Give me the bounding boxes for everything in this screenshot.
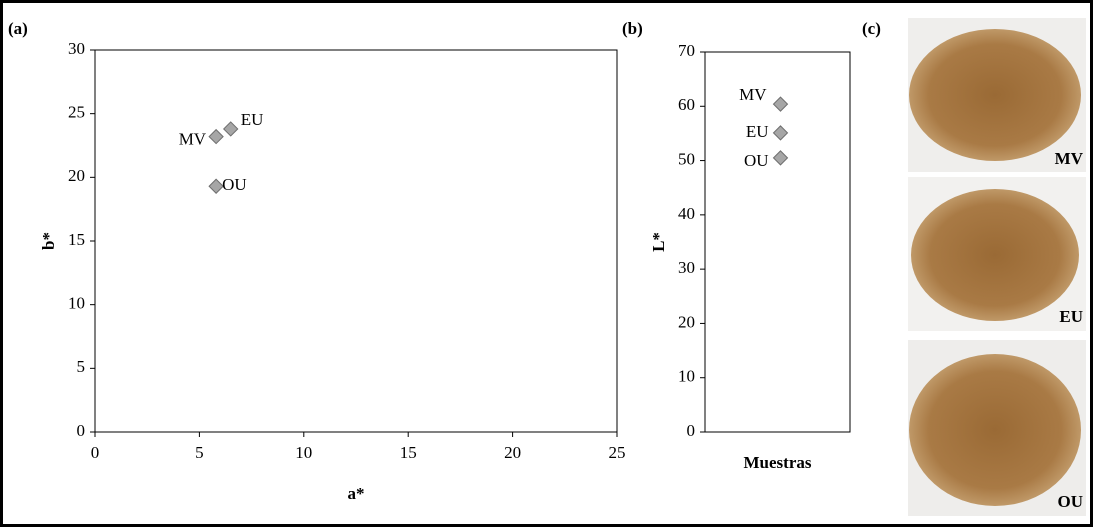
x-tick-label: 25 [609, 443, 626, 462]
soil-pile [909, 29, 1081, 161]
soil-pile [911, 189, 1079, 321]
y-tick-label: 10 [678, 367, 695, 386]
y-tick-label: 70 [678, 41, 695, 60]
point-label: OU [744, 151, 769, 170]
point-label: OU [222, 175, 247, 194]
y-tick-label: 10 [68, 294, 85, 313]
point-label: MV [739, 85, 767, 104]
y-tick-label: 30 [678, 258, 695, 277]
y-tick-label: 30 [68, 39, 85, 58]
y-tick-label: 5 [77, 357, 86, 376]
y-tick-label: 0 [77, 421, 86, 440]
soil-pile [909, 354, 1081, 506]
point-label: MV [179, 129, 207, 148]
x-tick-label: 0 [91, 443, 100, 462]
x-tick-label: 5 [195, 443, 204, 462]
panel-label: (b) [622, 19, 643, 38]
y-tick-label: 20 [68, 166, 85, 185]
panel-label: (c) [862, 19, 881, 38]
x-tick-label: 10 [295, 443, 312, 462]
photo-panels [908, 18, 1086, 516]
photo-caption: OU [1058, 492, 1084, 511]
photo-caption: EU [1059, 307, 1083, 326]
y-tick-label: 50 [678, 149, 695, 168]
y-axis-label: b* [39, 232, 58, 250]
figure: (c) MV EU OU (a) 0 5 10 15 20 25 30 0 5 10 15 20 25 a*… [0, 0, 1093, 527]
y-tick-label: 0 [687, 421, 696, 440]
point-label: EU [746, 122, 769, 141]
y-tick-label: 15 [68, 230, 85, 249]
x-axis-label: a* [348, 484, 365, 503]
y-tick-label: 25 [68, 103, 85, 122]
y-tick-label: 60 [678, 95, 695, 114]
photo-caption: MV [1055, 149, 1084, 168]
y-axis-label: L* [649, 232, 668, 252]
y-tick-label: 20 [678, 312, 695, 331]
x-axis-label: Muestras [744, 453, 812, 472]
point-label: EU [241, 110, 264, 129]
panel-label: (a) [8, 19, 28, 38]
y-tick-label: 40 [678, 204, 695, 223]
x-tick-label: 15 [400, 443, 417, 462]
x-tick-label: 20 [504, 443, 521, 462]
